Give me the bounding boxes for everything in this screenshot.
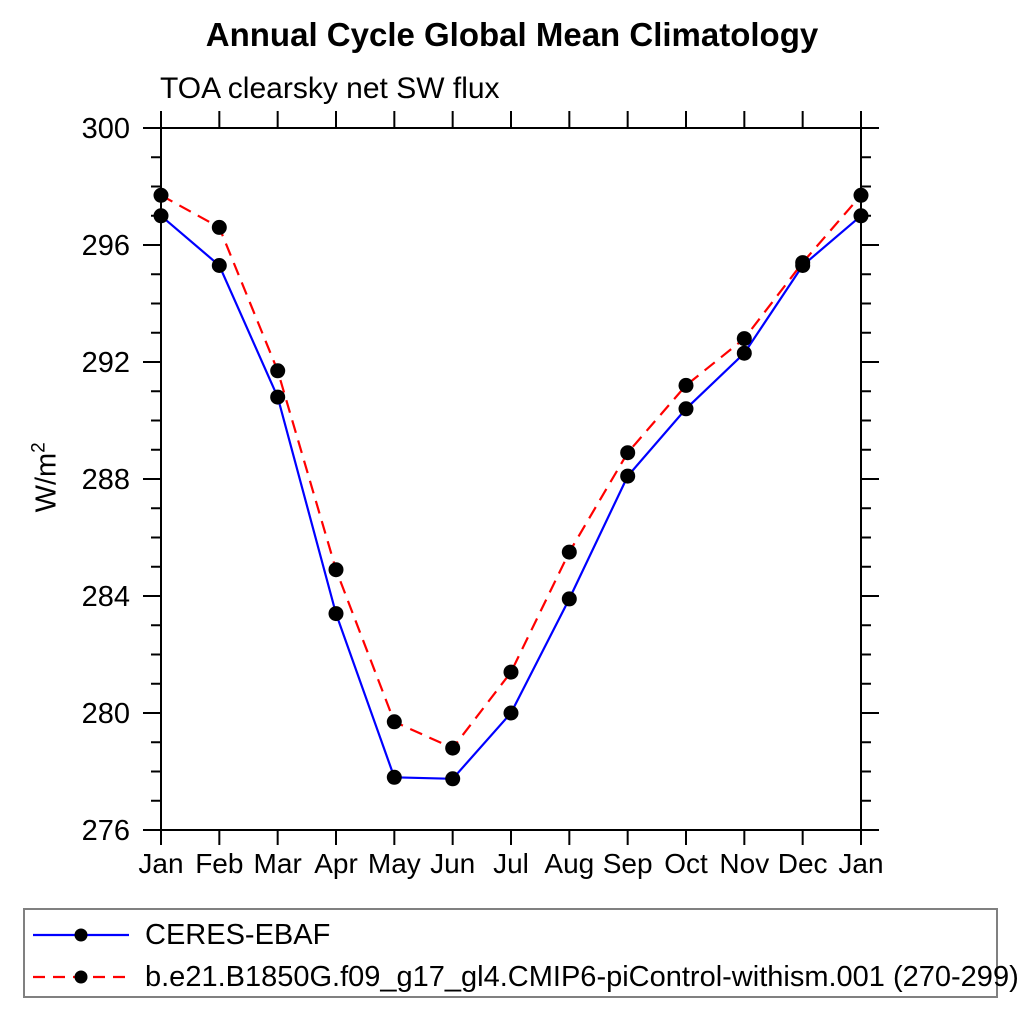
data-point-marker <box>678 377 694 393</box>
y-tick-label: 280 <box>82 698 130 730</box>
y-tick-label: 300 <box>82 113 130 145</box>
chart-subtitle: TOA clearsky net SW flux <box>160 72 500 105</box>
y-tick-label: 292 <box>82 347 130 379</box>
legend-marker <box>74 928 88 942</box>
data-point-marker <box>620 445 636 461</box>
data-point-marker <box>853 208 869 224</box>
x-tick-label: Nov <box>719 848 769 879</box>
y-tick-label: 288 <box>82 464 130 496</box>
legend-sample-line <box>33 970 129 984</box>
y-tick-label: 276 <box>82 815 130 847</box>
legend-sample-line <box>33 928 129 942</box>
x-tick-label: Feb <box>195 848 243 879</box>
x-tick-label: Dec <box>778 848 828 879</box>
x-tick-label: Jun <box>430 848 475 879</box>
data-point-marker <box>386 769 402 785</box>
x-tick-label: May <box>368 848 421 879</box>
data-point-marker <box>736 331 752 347</box>
data-point-marker <box>270 363 286 379</box>
axis-frame <box>160 127 862 831</box>
data-point-marker <box>503 705 519 721</box>
x-tick-label: Jul <box>493 848 529 879</box>
data-point-marker <box>270 389 286 405</box>
legend-item: b.e21.B1850G.f09_g17_gl4.CMIP6-piControl… <box>33 960 1019 993</box>
data-point-marker <box>736 345 752 361</box>
x-tick-label: Oct <box>664 848 708 879</box>
legend-label: CERES-EBAF <box>145 918 331 951</box>
chart-title: Annual Cycle Global Mean Climatology <box>205 16 819 53</box>
data-point-marker <box>795 255 811 271</box>
legend-marker <box>74 970 88 984</box>
data-point-marker <box>153 187 169 203</box>
y-tick-label: 284 <box>82 581 130 613</box>
legend-box: CERES-EBAF b.e21.B1850G.f09_g17_gl4.CMIP6… <box>23 908 1019 998</box>
x-tick-label: Apr <box>314 848 358 879</box>
data-point-marker <box>561 544 577 560</box>
data-point-marker <box>445 771 461 787</box>
data-point-marker <box>620 468 636 484</box>
x-tick-label: Jan <box>138 848 183 879</box>
data-point-marker <box>328 606 344 622</box>
legend-item: CERES-EBAF <box>33 918 331 951</box>
data-point-marker <box>211 258 227 273</box>
x-tick-label: Aug <box>544 848 594 879</box>
data-point-marker <box>503 664 519 680</box>
data-point-marker <box>211 219 227 235</box>
x-tick-label: Mar <box>254 848 302 879</box>
y-tick-label: 296 <box>82 230 130 262</box>
data-point-marker <box>153 208 169 224</box>
data-point-marker <box>853 187 869 203</box>
data-point-marker <box>445 740 461 756</box>
data-point-marker <box>386 714 402 730</box>
data-point-marker <box>328 562 344 578</box>
legend-label: b.e21.B1850G.f09_g17_gl4.CMIP6-piControl… <box>145 960 1019 993</box>
data-point-marker <box>561 591 577 607</box>
x-tick-label: Sep <box>603 848 653 879</box>
x-tick-label: Jan <box>838 848 883 879</box>
data-point-marker <box>678 401 694 417</box>
series-line <box>160 214 862 780</box>
